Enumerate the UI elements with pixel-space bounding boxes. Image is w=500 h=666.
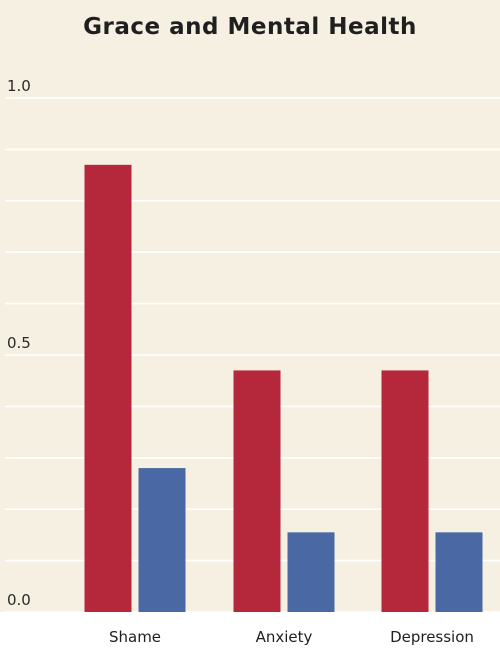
bar-shame-series-2 bbox=[138, 468, 186, 612]
x-category-label: Shame bbox=[109, 628, 161, 646]
y-tick-label: 1.0 bbox=[7, 77, 31, 95]
x-category-label: Depression bbox=[390, 628, 474, 646]
chart-title: Grace and Mental Health bbox=[83, 14, 417, 40]
bar-depression-series-2 bbox=[435, 532, 483, 612]
x-category-label: Anxiety bbox=[256, 628, 313, 646]
y-tick-label: 0.0 bbox=[7, 591, 31, 609]
x-category-labels: Shame Anxiety Depression bbox=[109, 628, 474, 646]
bar-shame-series-1 bbox=[84, 164, 132, 612]
y-tick-labels: 0.0 0.5 1.0 bbox=[7, 77, 31, 609]
bars bbox=[84, 164, 483, 612]
y-tick-label: 0.5 bbox=[7, 334, 31, 352]
bar-anxiety-series-2 bbox=[287, 532, 335, 612]
bar-depression-series-1 bbox=[381, 370, 429, 612]
bar-anxiety-series-1 bbox=[233, 370, 281, 612]
